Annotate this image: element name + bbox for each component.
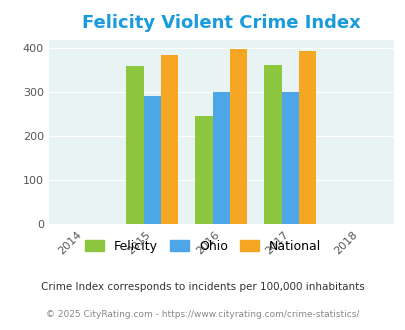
- Bar: [212, 91, 229, 224]
- Text: Crime Index corresponds to incidents per 100,000 inhabitants: Crime Index corresponds to incidents per…: [41, 282, 364, 292]
- Bar: [126, 66, 143, 224]
- Bar: [229, 49, 247, 224]
- Text: © 2025 CityRating.com - https://www.cityrating.com/crime-statistics/: © 2025 CityRating.com - https://www.city…: [46, 310, 359, 319]
- Bar: [281, 92, 298, 224]
- Bar: [298, 51, 315, 224]
- Bar: [264, 65, 281, 224]
- Title: Felicity Violent Crime Index: Felicity Violent Crime Index: [82, 15, 360, 32]
- Bar: [195, 116, 212, 224]
- Bar: [160, 55, 178, 224]
- Bar: [143, 96, 160, 224]
- Legend: Felicity, Ohio, National: Felicity, Ohio, National: [80, 235, 325, 258]
